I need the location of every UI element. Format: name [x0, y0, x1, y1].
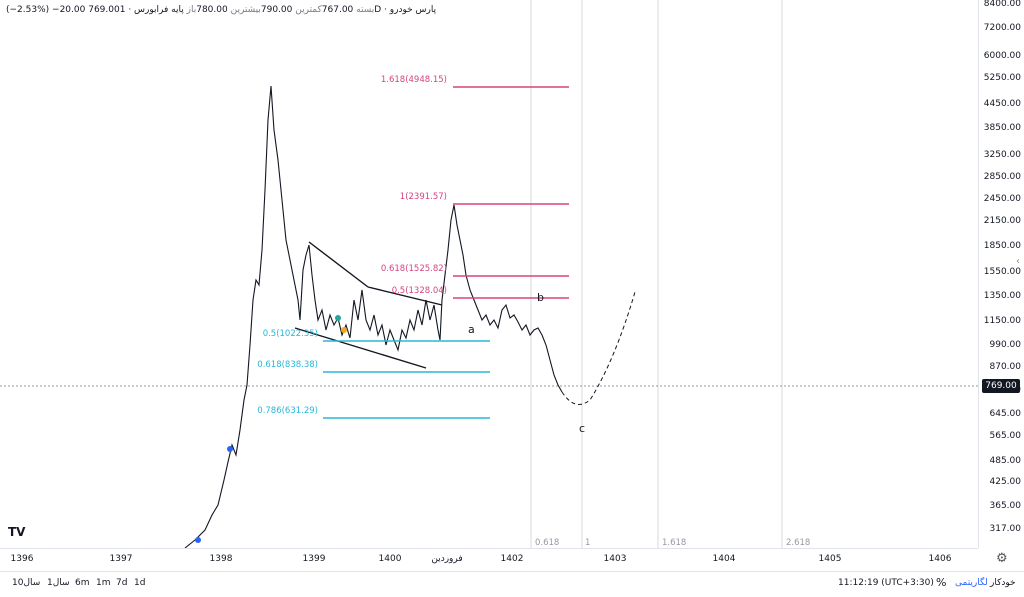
legend-symbol[interactable]: پارس خودرو: [389, 5, 437, 15]
price-chart[interactable]: 1.618(4948.15) 1(2391.57) 0.618(1525.82)…: [0, 0, 978, 549]
price-axis-label: 645.00: [989, 409, 1022, 419]
time-axis-label: 1399: [302, 554, 326, 564]
fib-upper-label: 0.618(1525.82): [381, 264, 447, 274]
price-axis-label: 3850.00: [983, 123, 1021, 133]
auto-scale-toggle[interactable]: خودکار: [990, 578, 1016, 588]
price-axis-label: 870.00: [989, 362, 1022, 372]
price-axis-label: 365.00: [989, 501, 1022, 511]
legend-change-pct: (−2.53%): [6, 5, 50, 15]
wave-label-c: c: [579, 422, 585, 435]
legend-high-label: بیشترین: [230, 5, 261, 15]
time-axis-label: 1396: [10, 554, 34, 564]
price-axis-label: 2850.00: [983, 172, 1021, 182]
legend-exchange: پایه فرابورس: [134, 5, 184, 15]
price-axis-label: 6000.00: [983, 51, 1021, 61]
legend-low-label: کمترین: [295, 5, 322, 15]
legend-change: −20.00: [52, 5, 86, 15]
time-fib-label: 0.618: [535, 538, 559, 548]
legend-open-label: باز: [186, 5, 197, 15]
price-axis-label: 1350.00: [983, 291, 1021, 301]
time-axis-label: 1398: [209, 554, 233, 564]
fib-lower-label: 0.786(631.29): [257, 406, 318, 416]
legend-interval[interactable]: 1D: [119, 5, 382, 15]
price-axis-label: 1850.00: [983, 241, 1021, 251]
price-axis-label: 990.00: [989, 340, 1022, 350]
time-fib-label: 1.618: [662, 538, 686, 548]
time-axis-label: 1404: [712, 554, 736, 564]
ohlc-legend: (−2.53%) −20.00 769.00 بسته 767.00کمترین …: [6, 5, 437, 15]
price-axis[interactable]: 8400.00 7200.00 6000.00 5250.00 4450.00 3850.…: [978, 0, 1024, 548]
range-7d-button[interactable]: 7d: [116, 578, 128, 588]
signal-marker: [335, 315, 341, 321]
clock-timezone[interactable]: 11:12:19 (UTC+3:30): [838, 578, 934, 588]
fib-lower-label: 0.618(838.38): [257, 360, 318, 370]
bottom-toolbar: 10سال 1سال 6m 1m 7d 1d 11:12:19 (UTC+3:3…: [0, 571, 1024, 597]
time-axis-label: 1402: [500, 554, 524, 564]
price-axis-label: 317.00: [989, 524, 1022, 534]
signal-marker: [195, 537, 201, 543]
fib-lower-label: 0.5(1022.35): [263, 329, 318, 339]
legend-high: 790.00: [260, 5, 293, 15]
fib-upper-label: 1.618(4948.15): [381, 75, 447, 85]
fib-upper-label: 1(2391.57): [400, 192, 447, 202]
legend-low: 767.00: [321, 5, 354, 15]
signal-marker: [227, 446, 233, 452]
price-axis-label: 3250.00: [983, 150, 1021, 160]
time-axis-label: فروردین: [431, 554, 463, 564]
legend-close-label: بسته: [356, 5, 375, 15]
percent-toggle[interactable]: %: [936, 576, 947, 589]
price-axis-label: 425.00: [989, 477, 1022, 487]
chevron-left-icon[interactable]: ‹: [1016, 256, 1020, 267]
range-1d-button[interactable]: 1d: [134, 578, 146, 588]
price-axis-label: 565.00: [989, 431, 1022, 441]
price-axis-label: 2150.00: [983, 216, 1021, 226]
time-axis-label: 1406: [928, 554, 952, 564]
price-axis-label: 4450.00: [983, 99, 1021, 109]
current-price-tag: 769.00: [982, 379, 1020, 393]
price-axis-label: 1150.00: [983, 316, 1021, 326]
time-axis-label: 1405: [818, 554, 842, 564]
range-10y-button[interactable]: 10سال: [12, 578, 41, 588]
time-axis-label: 1397: [109, 554, 133, 564]
tradingview-logo-icon[interactable]: TV: [8, 525, 26, 539]
chart-area[interactable]: 1.618(4948.15) 1(2391.57) 0.618(1525.82)…: [0, 0, 978, 549]
price-axis-label: 2450.00: [983, 194, 1021, 204]
price-axis-label: 8400.00: [983, 0, 1021, 9]
wedge-lower-line: [294, 327, 427, 369]
range-1y-button[interactable]: 1سال: [47, 578, 70, 588]
legend-close: 769.00: [88, 5, 120, 15]
log-scale-toggle[interactable]: لگاریتمی: [955, 578, 988, 588]
price-axis-label: 5250.00: [983, 73, 1021, 83]
time-fib-label: 2.618: [786, 538, 810, 548]
projection-path: [561, 291, 636, 405]
time-axis-label: 1400: [378, 554, 402, 564]
wave-label-a: a: [468, 323, 475, 336]
gear-icon[interactable]: ⚙: [996, 551, 1008, 566]
price-axis-label: 1550.00: [983, 267, 1021, 277]
wedge-upper-line: [308, 241, 369, 288]
time-fib-label: 1: [585, 538, 590, 548]
range-6m-button[interactable]: 6m: [75, 578, 90, 588]
wedge-upper-line: [367, 286, 443, 306]
fib-upper-label: 0.5(1328.04): [392, 286, 447, 296]
range-1m-button[interactable]: 1m: [96, 578, 111, 588]
time-axis-label: 1403: [603, 554, 627, 564]
price-axis-label: 7200.00: [983, 23, 1021, 33]
price-line: [184, 85, 563, 549]
price-axis-label: 485.00: [989, 456, 1022, 466]
time-axis[interactable]: 1396 1397 1398 1399 1400 فروردین 1402 1403 1404 1…: [0, 548, 978, 571]
legend-open: 780.00: [196, 5, 228, 15]
wave-label-b: b: [537, 291, 544, 304]
signal-marker: [341, 327, 347, 333]
